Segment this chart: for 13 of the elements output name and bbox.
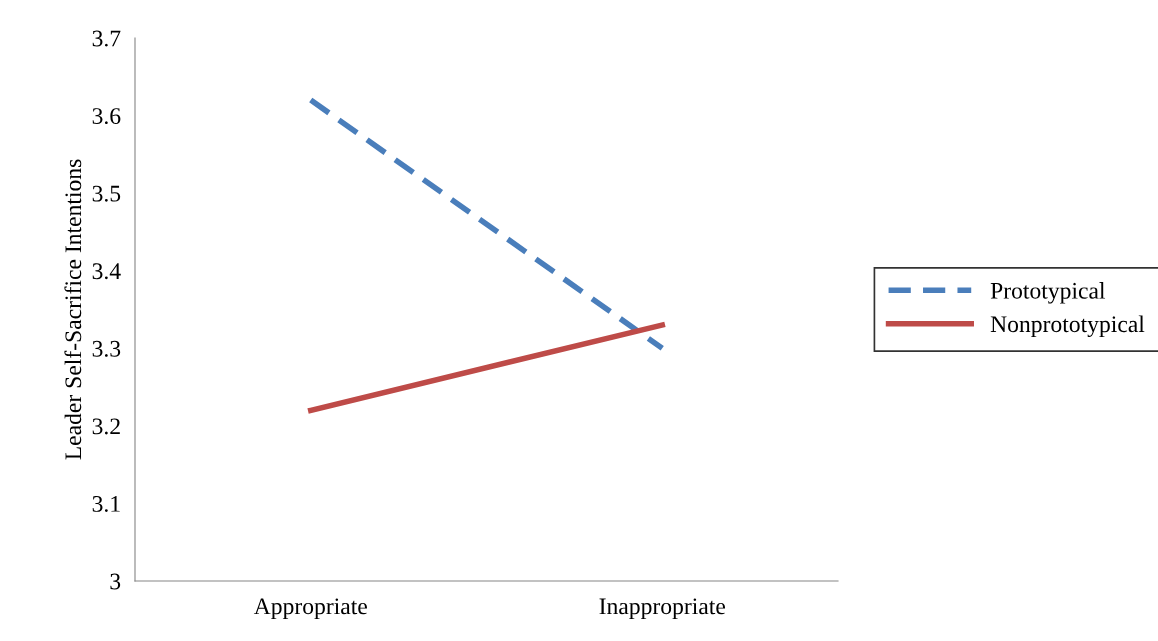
y-tick-label: 3 bbox=[110, 573, 121, 590]
y-tick-label: 3.6 bbox=[92, 108, 121, 125]
legend-label: Prototypical bbox=[990, 282, 1106, 304]
y-axis-title: Leader Self-Sacrifice Intentions bbox=[64, 159, 82, 460]
y-tick-label: 3.3 bbox=[92, 340, 121, 357]
legend-label: Nonprototypical bbox=[990, 315, 1145, 338]
y-tick-label: 3.4 bbox=[92, 263, 121, 280]
x-tick-label: Appropriate bbox=[253, 598, 367, 620]
y-tick-label: 3.2 bbox=[92, 418, 120, 435]
x-tick-label: Inappropriate bbox=[599, 598, 726, 620]
y-tick-label: 3.1 bbox=[92, 495, 120, 512]
y-tick-label: 3.7 bbox=[92, 30, 121, 47]
y-tick-label: 3.5 bbox=[92, 185, 121, 202]
